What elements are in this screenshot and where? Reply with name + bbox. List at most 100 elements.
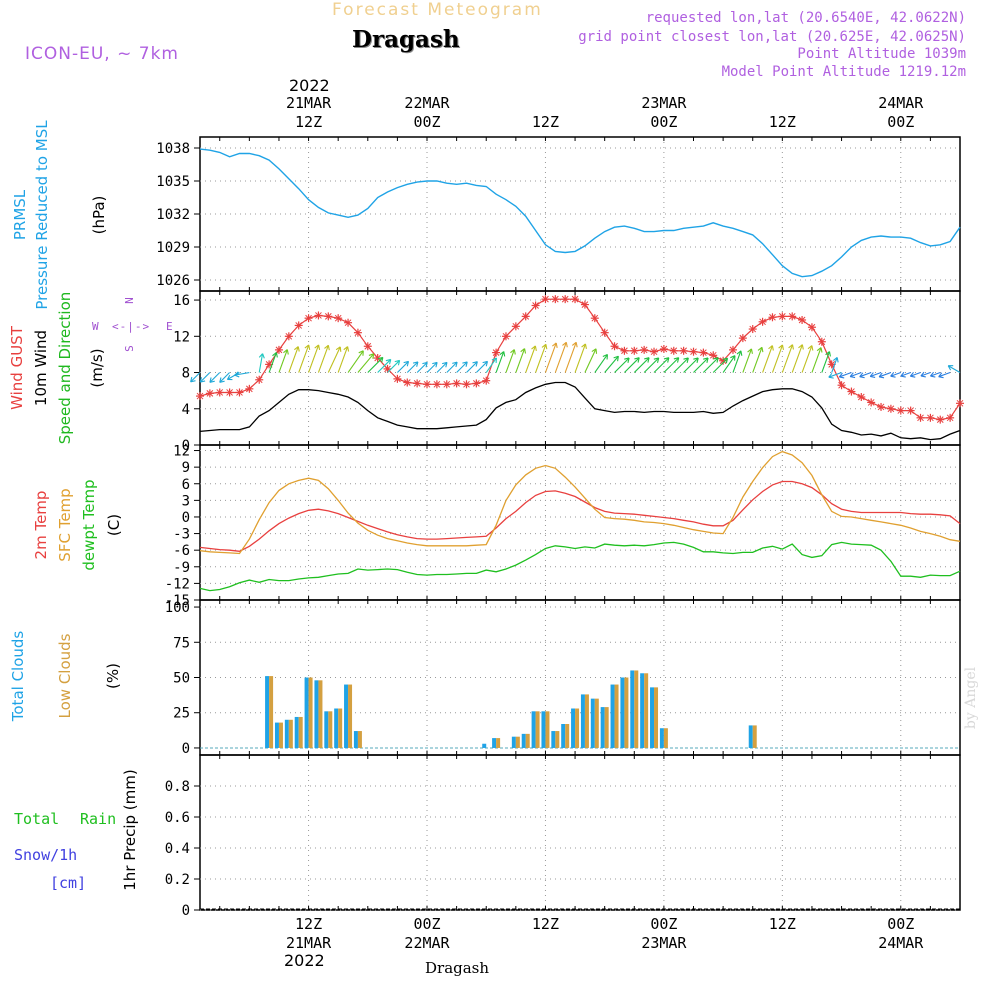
- gust-marker-d2: [581, 301, 589, 308]
- gust-marker-d2: [749, 325, 757, 333]
- wind-arrow-head: [683, 357, 689, 360]
- low-cloud-bar: [318, 680, 323, 748]
- gust-marker: [531, 301, 540, 310]
- wind-arrow-head: [890, 375, 896, 378]
- wind-arrow-shaft: [298, 344, 310, 373]
- wind-arrow-shaft: [456, 361, 468, 373]
- total-cloud-bar: [511, 736, 516, 748]
- clouds-ytick-label: 75: [173, 635, 190, 651]
- pressure-ytick-label: 1029: [156, 240, 190, 256]
- wind-arrow-shaft: [643, 357, 660, 373]
- wind-arrow-head: [234, 371, 239, 376]
- wind-arrow-head: [571, 341, 577, 346]
- wind-arrow: [525, 345, 537, 373]
- gust-marker-d2: [828, 361, 836, 368]
- gust-marker-d2: [887, 405, 895, 413]
- gust-marker-d2: [680, 347, 687, 355]
- compass-e: E: [166, 320, 173, 333]
- wind-speed-line: [199, 381, 961, 441]
- gust-marker-d2: [463, 380, 470, 388]
- wind-arrow: [308, 344, 321, 373]
- time-label-top: 00Z: [887, 113, 914, 131]
- time-label-bottom: 00Z: [413, 915, 440, 933]
- pressure-ytick-label: 1038: [156, 141, 190, 157]
- total-cloud-bar: [620, 677, 625, 748]
- wind-arrow-shaft: [288, 346, 299, 373]
- gust-marker: [896, 406, 905, 415]
- low-cloud-bar: [594, 698, 599, 748]
- wind-arrow-shaft: [515, 348, 526, 373]
- time-label-top: 23MAR: [641, 94, 687, 112]
- total-cloud-bar: [659, 728, 664, 748]
- clouds-ytick-label: 0: [182, 741, 190, 757]
- wind-arrow: [900, 371, 911, 378]
- wind-arrow: [298, 344, 311, 373]
- wind-arrow-head: [381, 357, 384, 363]
- gust-marker-d2: [482, 377, 490, 385]
- wind-arrow: [357, 353, 375, 373]
- gust-marker-d2: [848, 388, 855, 395]
- wind-arrow-head: [634, 357, 640, 360]
- gust-marker-d2: [936, 416, 944, 423]
- wind-arrow: [663, 357, 680, 373]
- wind-arrow-head: [930, 371, 935, 377]
- rain-total-label: Total: [14, 810, 60, 828]
- wind-arrow: [643, 357, 660, 373]
- gust-marker-d2: [453, 380, 460, 387]
- gust-marker-d2: [798, 316, 806, 324]
- wind-arrow: [771, 344, 785, 373]
- wind-arrow-head: [445, 362, 448, 368]
- gust-marker: [482, 376, 491, 385]
- wind-arrow: [485, 357, 497, 373]
- wind-arrow: [624, 357, 640, 373]
- wind-arrow-head: [920, 371, 925, 377]
- gust-marker: [521, 312, 530, 321]
- gust-marker: [738, 334, 747, 343]
- gust-marker: [304, 314, 313, 323]
- wind-arrow-shaft: [604, 355, 619, 373]
- wind-arrow: [327, 346, 342, 373]
- wind-arrow-head: [890, 371, 895, 377]
- wind-arrow: [495, 351, 506, 373]
- low-cloud-bar: [357, 731, 362, 748]
- total-cloud-bar: [294, 716, 299, 748]
- wind-arrow-head: [602, 354, 608, 358]
- wind-arrow-shaft: [828, 372, 842, 378]
- wind-arrow-shaft: [584, 348, 597, 373]
- wind-arrow-head: [703, 357, 709, 360]
- wind-arrow-head: [909, 371, 914, 377]
- gust-marker: [768, 313, 777, 322]
- time-label-top: 00Z: [413, 113, 440, 131]
- wind-arrow-shaft: [535, 344, 547, 373]
- wind-arrow-shaft: [317, 345, 329, 373]
- wind-arrow-shaft: [446, 361, 458, 373]
- low-cloud-bar: [624, 677, 629, 748]
- gust-marker: [225, 388, 234, 397]
- total-cloud-bar: [353, 731, 358, 748]
- wind-arrow-head: [673, 357, 679, 360]
- time-label-bottom: 23MAR: [641, 934, 687, 952]
- wind-arrow-head: [644, 357, 650, 360]
- wind-arrow-head: [816, 347, 822, 352]
- wind-arrow: [801, 345, 814, 373]
- wind-arrow: [268, 352, 278, 373]
- wind-arrow-head: [510, 349, 515, 354]
- wind-arrow-head: [722, 357, 728, 360]
- wind-arrow-shaft: [673, 357, 689, 373]
- gust-marker: [748, 325, 757, 334]
- wind-arrow: [535, 343, 548, 373]
- wind-arrow-head: [667, 357, 670, 363]
- low-cloud-bar: [328, 711, 333, 748]
- wind-arrow-shaft: [742, 348, 752, 373]
- wind-arrow-shaft: [426, 362, 438, 373]
- wind-arrow-head: [499, 351, 505, 356]
- wind-arrow-head: [283, 349, 288, 354]
- snow-unit-label: [cm]: [50, 874, 87, 892]
- gust-marker: [501, 332, 510, 341]
- wind-arrow-shaft: [890, 372, 901, 377]
- gust-marker: [245, 384, 254, 393]
- gust-marker: [640, 345, 649, 354]
- low-cloud-bar: [535, 711, 540, 748]
- wind-arrow-head: [910, 375, 916, 378]
- gust-marker-d2: [857, 393, 865, 401]
